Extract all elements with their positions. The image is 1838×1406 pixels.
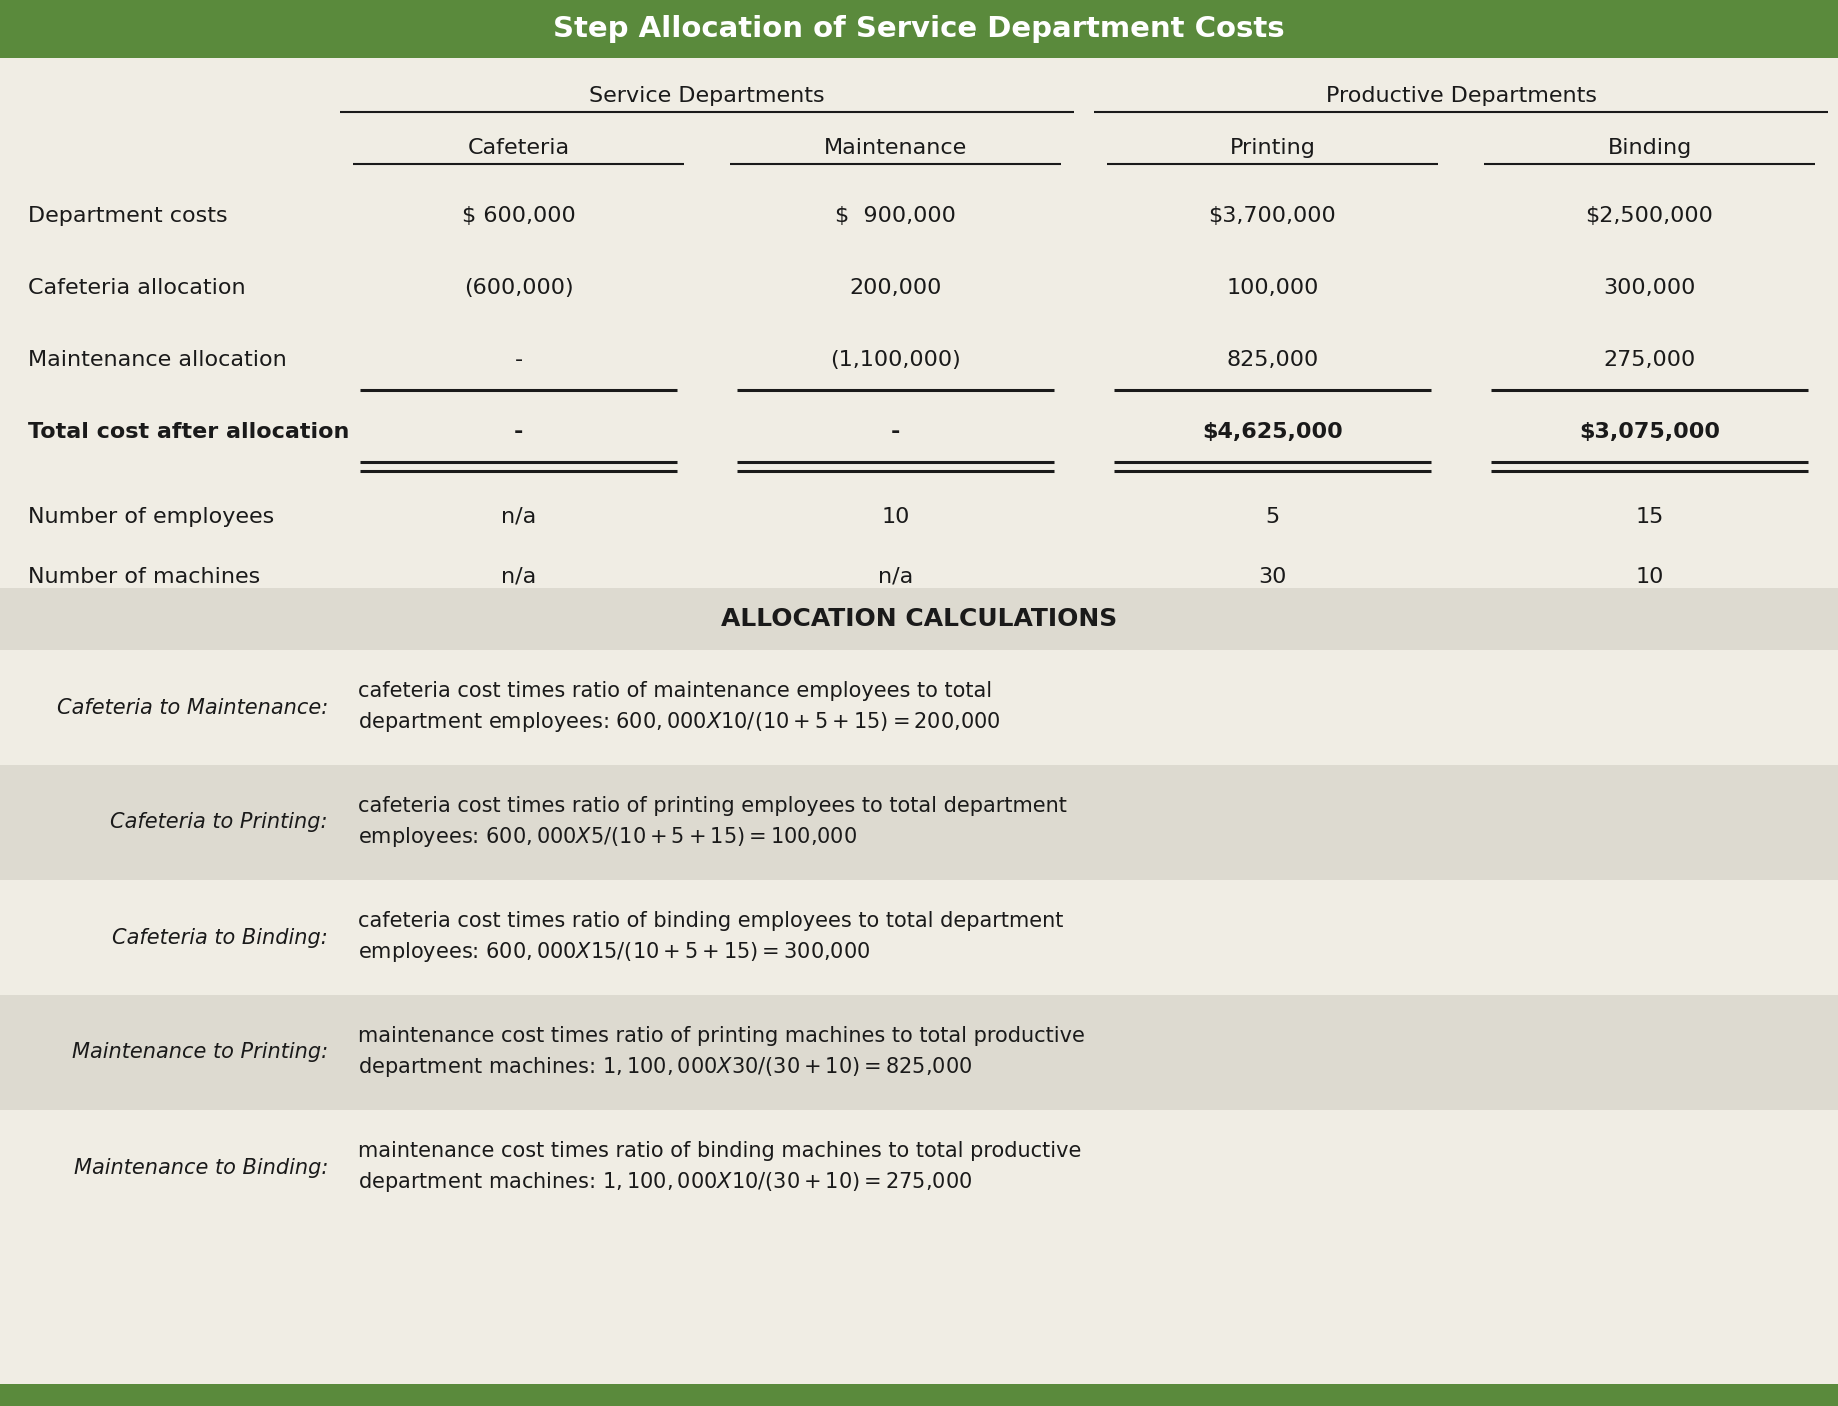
Bar xyxy=(0,880,1838,995)
Text: Maintenance to Printing:: Maintenance to Printing: xyxy=(72,1042,327,1063)
Bar xyxy=(0,765,1838,880)
Text: 5: 5 xyxy=(1265,508,1279,527)
Text: 300,000: 300,000 xyxy=(1603,278,1696,298)
Text: -: - xyxy=(515,350,522,370)
Text: n/a: n/a xyxy=(502,567,537,586)
Text: Service Departments: Service Departments xyxy=(590,86,825,105)
Text: maintenance cost times ratio of printing machines to total productive
department: maintenance cost times ratio of printing… xyxy=(358,1025,1084,1080)
Text: -: - xyxy=(515,422,524,441)
Text: Maintenance allocation: Maintenance allocation xyxy=(28,350,287,370)
Text: Binding: Binding xyxy=(1608,138,1691,157)
Text: $  900,000: $ 900,000 xyxy=(834,207,956,226)
Text: cafeteria cost times ratio of maintenance employees to total
department employee: cafeteria cost times ratio of maintenanc… xyxy=(358,681,1000,734)
Text: $2,500,000: $2,500,000 xyxy=(1586,207,1713,226)
Text: 100,000: 100,000 xyxy=(1226,278,1318,298)
Text: (1,100,000): (1,100,000) xyxy=(831,350,961,370)
Text: (600,000): (600,000) xyxy=(463,278,573,298)
Text: n/a: n/a xyxy=(502,508,537,527)
Text: cafeteria cost times ratio of binding employees to total department
employees: $: cafeteria cost times ratio of binding em… xyxy=(358,911,1064,965)
Text: Department costs: Department costs xyxy=(28,207,228,226)
Text: Step Allocation of Service Department Costs: Step Allocation of Service Department Co… xyxy=(553,15,1285,44)
Text: 30: 30 xyxy=(1259,567,1287,586)
Text: 825,000: 825,000 xyxy=(1226,350,1318,370)
Text: Productive Departments: Productive Departments xyxy=(1325,86,1597,105)
Text: Cafeteria to Printing:: Cafeteria to Printing: xyxy=(110,813,327,832)
Text: maintenance cost times ratio of binding machines to total productive
department : maintenance cost times ratio of binding … xyxy=(358,1140,1081,1195)
Text: cafeteria cost times ratio of printing employees to total department
employees: : cafeteria cost times ratio of printing e… xyxy=(358,796,1066,849)
Text: -: - xyxy=(891,422,901,441)
Text: Printing: Printing xyxy=(1230,138,1316,157)
Text: Number of machines: Number of machines xyxy=(28,567,261,586)
Bar xyxy=(0,588,1838,650)
Bar xyxy=(0,58,1838,588)
Text: Cafeteria allocation: Cafeteria allocation xyxy=(28,278,246,298)
Text: Cafeteria to Binding:: Cafeteria to Binding: xyxy=(112,928,327,948)
Text: Total cost after allocation: Total cost after allocation xyxy=(28,422,349,441)
Text: $3,700,000: $3,700,000 xyxy=(1209,207,1336,226)
Bar xyxy=(0,650,1838,765)
Text: $4,625,000: $4,625,000 xyxy=(1202,422,1344,441)
Text: n/a: n/a xyxy=(879,567,913,586)
Text: 15: 15 xyxy=(1636,508,1663,527)
Text: Number of employees: Number of employees xyxy=(28,508,274,527)
Text: 10: 10 xyxy=(880,508,910,527)
Bar xyxy=(0,1109,1838,1225)
Text: Maintenance to Binding:: Maintenance to Binding: xyxy=(74,1157,327,1177)
Text: 10: 10 xyxy=(1636,567,1663,586)
Text: $ 600,000: $ 600,000 xyxy=(461,207,575,226)
Text: $3,075,000: $3,075,000 xyxy=(1579,422,1720,441)
Bar xyxy=(0,0,1838,58)
Text: Cafeteria: Cafeteria xyxy=(467,138,570,157)
Bar xyxy=(0,1384,1838,1406)
Text: Maintenance: Maintenance xyxy=(823,138,967,157)
Text: ALLOCATION CALCULATIONS: ALLOCATION CALCULATIONS xyxy=(720,607,1118,631)
Text: 275,000: 275,000 xyxy=(1603,350,1696,370)
Bar xyxy=(0,995,1838,1109)
Text: Cafeteria to Maintenance:: Cafeteria to Maintenance: xyxy=(57,697,327,717)
Text: 200,000: 200,000 xyxy=(849,278,941,298)
